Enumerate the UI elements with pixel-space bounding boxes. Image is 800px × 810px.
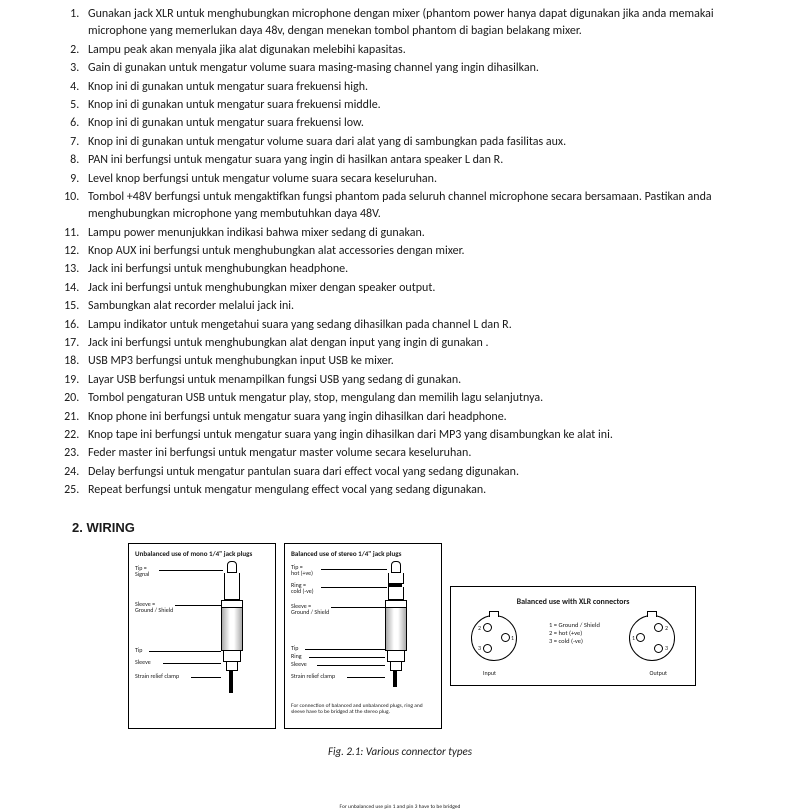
list-item: Sambungkan alat recorder melalui jack in… [82, 298, 772, 315]
list-item: Jack ini berfungsi untuk menghubungkan a… [82, 335, 772, 352]
label-tip: Tip = hot (+ve) [291, 564, 313, 576]
label-tip2: Tip [291, 645, 298, 651]
list-item: Knop ini di gunakan untuk mengatur suara… [82, 79, 772, 96]
numbered-list: Gunakan jack XLR untuk menghubungkan mic… [28, 6, 772, 500]
list-item: USB MP3 berfungsi untuk menghubungkan in… [82, 353, 772, 370]
label-tip: Tip = Signal [135, 565, 149, 577]
xlr-input-icon: 1 2 3 [471, 615, 517, 661]
label-clamp: Strain relief clamp [135, 673, 179, 679]
list-item: Gain di gunakan untuk mengatur volume su… [82, 60, 772, 77]
diagram-title: Balanced use with XLR connectors [457, 597, 689, 607]
list-item: Feder master ini berfungsi untuk mengatu… [82, 445, 772, 462]
list-item: Lampu power menunjukkan indikasi bahwa m… [82, 225, 772, 242]
diagram-note: For connection of balanced and unbalance… [291, 703, 435, 715]
xlr-output-icon: 1 2 3 [629, 615, 675, 661]
xlr-legend: 1 = Ground / Shield 2 = hot (+ve) 3 = co… [549, 621, 600, 645]
list-item: PAN ini berfungsi untuk mengatur suara y… [82, 152, 772, 169]
list-item: Knop ini di gunakan untuk mengatur volum… [82, 134, 772, 151]
label-clamp: Strain relief clamp [291, 673, 335, 679]
diagram-title: Balanced use of stereo 1/4" jack plugs [291, 550, 435, 558]
label-sleeve: Sleeve = Ground / Shield [291, 603, 329, 615]
label-sleeve: Sleeve = Ground / Shield [135, 601, 173, 613]
figure-caption: Fig. 2.1: Various connector types [28, 745, 772, 758]
section-heading-wiring: 2. WIRING [72, 520, 772, 535]
xlr-footnote: For unbalanced use pin 1 and pin 3 have … [0, 804, 800, 810]
list-item: Knop phone ini berfungsi untuk mengatur … [82, 409, 772, 426]
list-item: Layar USB berfungsi untuk menampilkan fu… [82, 372, 772, 389]
diagram-title: Unbalanced use of mono 1/4" jack plugs [135, 550, 269, 558]
list-item: Delay berfungsi untuk mengatur pantulan … [82, 464, 772, 481]
list-item: Tombol +48V berfungsi untuk mengaktifkan… [82, 189, 772, 224]
list-item: Level knop berfungsi untuk mengatur volu… [82, 171, 772, 188]
list-item: Knop ini di gunakan untuk mengatur suara… [82, 115, 772, 132]
diagram-stereo-jack: Balanced use of stereo 1/4" jack plugs T… [284, 543, 442, 729]
list-item: Lampu indikator untuk mengetahui suara y… [82, 317, 772, 334]
jack-stereo-icon [387, 561, 407, 687]
label-tip2: Tip [135, 647, 142, 653]
label-sleeve2: Sleeve [291, 661, 307, 667]
list-item: Jack ini berfungsi untuk menghubungkan m… [82, 280, 772, 297]
label-ring: Ring = cold (-ve) [291, 582, 314, 594]
list-item: Knop AUX ini berfungsi untuk menghubungk… [82, 243, 772, 260]
list-item: Lampu peak akan menyala jika alat diguna… [82, 42, 772, 59]
label-sleeve2: Sleeve [135, 659, 151, 665]
diagram-xlr: Balanced use with XLR connectors 1 2 3 1 [450, 586, 696, 686]
jack-mono-icon [223, 561, 243, 693]
connector-diagrams: Unbalanced use of mono 1/4" jack plugs T… [128, 543, 772, 729]
list-item: Knop ini di gunakan untuk mengatur suara… [82, 97, 772, 114]
list-item: Jack ini berfungsi untuk menghubungkan h… [82, 261, 772, 278]
list-item: Repeat berfungsi untuk mengatur mengulan… [82, 482, 772, 499]
list-item: Knop tape ini berfungsi untuk mengatur s… [82, 427, 772, 444]
label-input: Input [483, 669, 496, 677]
diagram-mono-jack: Unbalanced use of mono 1/4" jack plugs T… [128, 543, 276, 729]
list-item: Gunakan jack XLR untuk menghubungkan mic… [82, 6, 772, 41]
label-ring2: Ring [291, 653, 302, 659]
list-item: Tombol pengaturan USB untuk mengatur pla… [82, 390, 772, 407]
label-output: Output [650, 669, 667, 677]
